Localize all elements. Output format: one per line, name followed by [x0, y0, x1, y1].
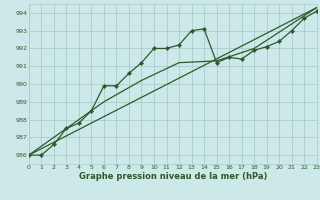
X-axis label: Graphe pression niveau de la mer (hPa): Graphe pression niveau de la mer (hPa) — [79, 172, 267, 181]
